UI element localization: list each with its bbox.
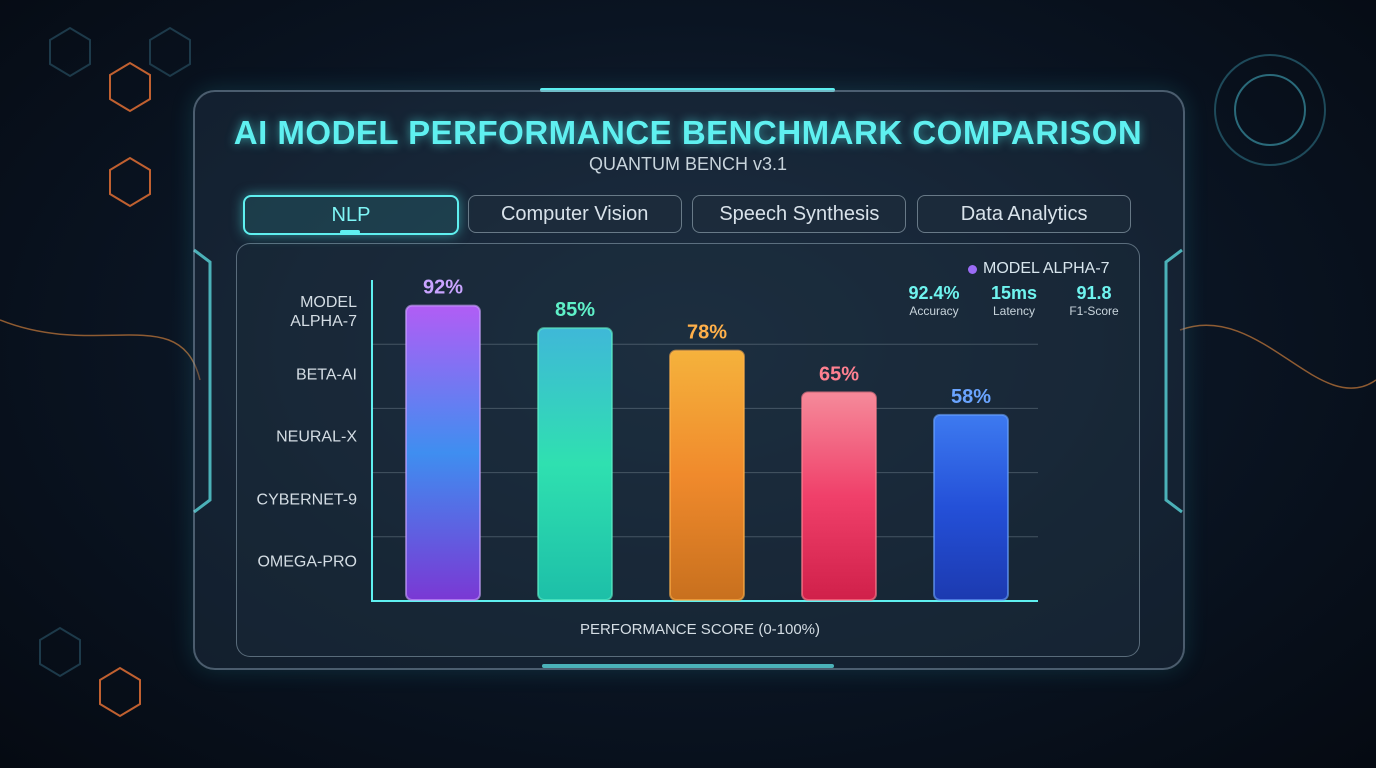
stat-value: 91.8	[1076, 283, 1112, 303]
stat-value: 15ms	[990, 283, 1038, 303]
tab[interactable]: Data Analytics	[917, 195, 1132, 233]
category-label: CYBERNET-9	[256, 491, 357, 508]
title: AI MODEL PERFORMANCE BENCHMARK COMPARISO…	[233, 114, 1143, 151]
tab[interactable]: Speech Synthesis	[692, 195, 907, 233]
bar	[537, 327, 613, 601]
subtitle: QUANTUM BENCH v3.1	[588, 154, 788, 174]
value-label: 65%	[819, 363, 859, 385]
category-label: OMEGA-PRO	[257, 553, 357, 571]
value-label: 58%	[951, 386, 991, 408]
tab-indicator	[340, 230, 360, 234]
tab[interactable]: Computer Vision	[467, 195, 682, 233]
category-label: MODEL ALPHA-7	[290, 294, 357, 330]
category-label: NEURAL-X	[276, 428, 357, 446]
bar	[405, 304, 481, 601]
value-label: 85%	[555, 299, 595, 321]
bar	[801, 391, 877, 601]
legend-dot	[968, 264, 977, 274]
stat-value: 92.4%	[908, 283, 960, 303]
stat: 92.4% Accuracy	[899, 283, 969, 318]
value-label: 78%	[687, 322, 727, 344]
legend-label: MODEL ALPHA-7	[983, 260, 1110, 277]
stat: 91.8 F1-Score	[1059, 283, 1129, 318]
bar	[669, 349, 745, 601]
value-label: 92%	[423, 277, 463, 299]
legend: MODEL ALPHA-7	[968, 260, 1110, 278]
stat: 15ms Latency	[979, 283, 1049, 318]
category-label: BETA-AI	[295, 366, 357, 383]
stat-label: F1-Score	[1069, 304, 1119, 318]
stat-label: Accuracy	[909, 304, 959, 318]
x-axis-label: PERFORMANCE SCORE (0-100%)	[580, 621, 820, 638]
bar	[933, 413, 1009, 601]
stat-label: Latency	[992, 304, 1036, 318]
tab[interactable]: NLP	[243, 195, 459, 235]
